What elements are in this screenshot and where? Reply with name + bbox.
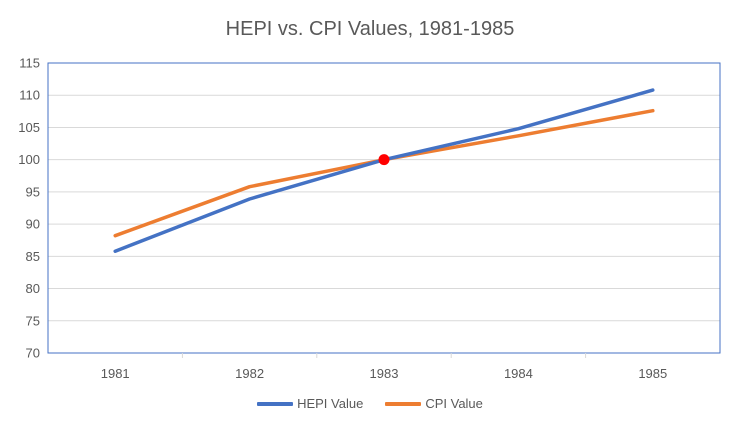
x-tick-label: 1981: [101, 366, 130, 381]
plot-border: [47, 62, 721, 354]
x-tick-label: 1985: [638, 366, 667, 381]
legend-item-hepi: HEPI Value: [257, 396, 363, 411]
legend-swatch-cpi: [385, 401, 422, 406]
y-tick-label: 90: [26, 217, 40, 232]
y-tick-label: 80: [26, 281, 40, 296]
legend-label-cpi: CPI Value: [425, 396, 483, 411]
y-tick-label: 110: [19, 88, 40, 103]
y-tick-label: 95: [26, 184, 40, 199]
y-tick-label: 85: [26, 249, 40, 264]
highlight-marker: [378, 154, 390, 166]
x-tick-label: 1984: [504, 366, 533, 381]
legend-item-cpi: CPI Value: [385, 396, 483, 411]
y-tick-label: 70: [26, 346, 40, 361]
series-line-cpi-value: [113, 108, 655, 238]
chart-title: HEPI vs. CPI Values, 1981-1985: [225, 18, 515, 40]
series-line-hepi-value: [113, 88, 655, 253]
x-tick-label: 1982: [235, 366, 264, 381]
y-tick-label: 75: [26, 313, 40, 328]
legend-label-hepi: HEPI Value: [297, 396, 364, 411]
y-tick-label: 105: [18, 120, 40, 135]
y-tick-label: 115: [19, 56, 40, 71]
x-tick-label: 1983: [370, 366, 399, 381]
legend: HEPI Value CPI Value: [0, 396, 740, 411]
y-tick-label: 100: [18, 152, 40, 167]
legend-swatch-hepi: [257, 401, 294, 406]
